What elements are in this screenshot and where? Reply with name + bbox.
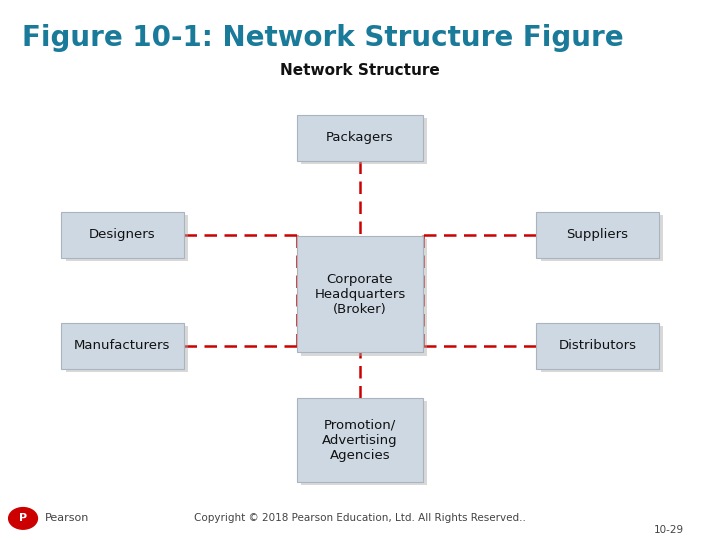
Text: 10-29: 10-29	[654, 524, 684, 535]
Text: Suppliers: Suppliers	[567, 228, 629, 241]
Text: Promotion/
Advertising
Agencies: Promotion/ Advertising Agencies	[322, 418, 398, 462]
FancyBboxPatch shape	[541, 326, 663, 372]
Text: Packagers: Packagers	[326, 131, 394, 144]
FancyBboxPatch shape	[536, 322, 659, 368]
Text: Network Structure: Network Structure	[280, 63, 440, 78]
Text: Distributors: Distributors	[559, 339, 636, 352]
FancyBboxPatch shape	[541, 215, 663, 261]
Text: Figure 10-1: Network Structure Figure: Figure 10-1: Network Structure Figure	[22, 24, 624, 52]
Circle shape	[9, 508, 37, 529]
FancyBboxPatch shape	[66, 326, 188, 372]
FancyBboxPatch shape	[61, 212, 184, 258]
Text: Corporate
Headquarters
(Broker): Corporate Headquarters (Broker)	[315, 273, 405, 316]
Text: P: P	[19, 514, 27, 523]
FancyBboxPatch shape	[297, 399, 423, 482]
FancyBboxPatch shape	[301, 118, 427, 164]
FancyBboxPatch shape	[301, 240, 427, 355]
FancyBboxPatch shape	[297, 237, 423, 352]
Text: Designers: Designers	[89, 228, 156, 241]
Text: Pearson: Pearson	[45, 514, 90, 523]
FancyBboxPatch shape	[66, 215, 188, 261]
FancyBboxPatch shape	[61, 322, 184, 368]
FancyBboxPatch shape	[536, 212, 659, 258]
FancyBboxPatch shape	[301, 402, 427, 485]
FancyBboxPatch shape	[297, 115, 423, 160]
Text: Copyright © 2018 Pearson Education, Ltd. All Rights Reserved..: Copyright © 2018 Pearson Education, Ltd.…	[194, 512, 526, 523]
Text: Manufacturers: Manufacturers	[74, 339, 171, 352]
